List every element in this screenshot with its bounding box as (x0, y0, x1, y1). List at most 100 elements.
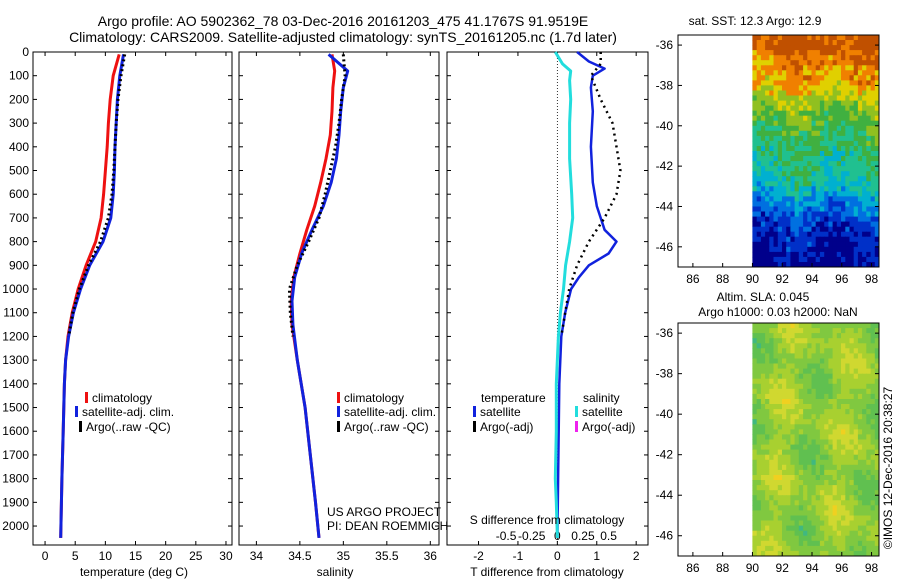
heatmap-cell (870, 515, 876, 522)
legend-s-argo-label: Argo(-adj) (582, 420, 635, 434)
heatmap-cell (807, 100, 812, 107)
heatmap-cell (874, 256, 880, 263)
heatmap-cell (807, 495, 812, 501)
heatmap-cell (832, 110, 838, 117)
heatmap-cell (849, 368, 855, 375)
heatmap-cell (765, 226, 770, 233)
heatmap-cell (853, 490, 859, 496)
heatmap-cell (807, 505, 812, 511)
heatmap-cell (853, 439, 859, 446)
heatmap-cell (790, 449, 796, 456)
heatmap-cell (828, 95, 834, 101)
heatmap-cell (874, 55, 880, 61)
heatmap-cell (815, 135, 821, 142)
heatmap-cell (857, 45, 863, 51)
heatmap-cell (807, 550, 812, 557)
heatmap-cell (765, 333, 770, 339)
heatmap-cell (752, 393, 758, 400)
heatmap-cell (862, 35, 867, 41)
heatmap-cell (794, 65, 800, 71)
heatmap-cell (819, 156, 825, 162)
heatmap-cell (794, 515, 800, 522)
heatmap-cell (853, 140, 859, 147)
heatmap-cell (752, 196, 758, 202)
heatmap-cell (803, 404, 808, 410)
heatmap-cell (857, 246, 863, 253)
heatmap-cell (769, 236, 774, 243)
heatmap-cell (756, 251, 762, 258)
heatmap-cell (773, 475, 779, 481)
heatmap-cell (790, 256, 796, 263)
heatmap-cell (862, 348, 867, 354)
heatmap-cell (819, 444, 825, 451)
heatmap-cell (811, 348, 817, 354)
heatmap-cell (769, 323, 774, 329)
heatmap-cell (870, 550, 876, 557)
heatmap-cell (857, 262, 863, 268)
heatmap-cell (824, 393, 829, 400)
heatmap-cell (756, 459, 762, 466)
heatmap-cell (760, 256, 766, 263)
heatmap-cell (752, 495, 758, 501)
heatmap-cell (803, 125, 808, 132)
heatmap-cell (811, 393, 817, 400)
heatmap-cell (836, 140, 842, 147)
heatmap-cell (786, 475, 791, 481)
heatmap-cell (874, 196, 880, 202)
heatmap-cell (782, 226, 787, 233)
heatmap-cell (807, 110, 812, 117)
heatmap-cell (874, 449, 880, 456)
heatmap-cell (819, 475, 825, 481)
heatmap-cell (773, 156, 779, 162)
legend-salinity-heading: salinity (583, 391, 620, 405)
heatmap-cell (777, 236, 783, 243)
heatmap-cell (777, 520, 783, 527)
heatmap-cell (845, 186, 850, 192)
heatmap-cell (798, 353, 804, 359)
heatmap-cell (811, 256, 817, 263)
heatmap-cell (773, 70, 779, 76)
heatmap-cell (765, 55, 770, 61)
heatmap-cell (777, 125, 783, 132)
heatmap-cell (836, 50, 842, 56)
heatmap-cell (756, 221, 762, 228)
heatmap-cell (790, 500, 796, 506)
heatmap-cell (870, 540, 876, 547)
heatmap-cell (862, 110, 867, 117)
heatmap-cell (777, 490, 783, 496)
heatmap-cell (752, 156, 758, 162)
heatmap-cell (853, 338, 859, 344)
heatmap-cell (760, 328, 766, 334)
heatmap-cell (773, 545, 779, 552)
heatmap-cell (815, 100, 821, 107)
heatmap-cell (769, 241, 774, 248)
heatmap-cell (794, 221, 800, 228)
heatmap-cell (815, 454, 821, 461)
heatmap-cell (756, 110, 762, 117)
heatmap-cell (849, 206, 855, 212)
heatmap-cell (819, 231, 825, 238)
heatmap-cell (790, 343, 796, 349)
heatmap-cell (815, 464, 821, 471)
heatmap-cell (765, 40, 770, 46)
heatmap-cell (853, 85, 859, 91)
heatmap-cell (807, 186, 812, 192)
heatmap-cell (815, 156, 821, 162)
heatmap-cell (807, 540, 812, 547)
heatmap-cell (832, 495, 838, 501)
heatmap-cell (832, 490, 838, 496)
heatmap-cell (811, 140, 817, 147)
heatmap-cell (752, 434, 758, 440)
heatmap-cell (777, 363, 783, 370)
heatmap-cell (782, 236, 787, 243)
heatmap-cell (870, 256, 876, 263)
heatmap-cell (777, 35, 783, 41)
heatmap-cell (828, 201, 834, 207)
heatmap-cell (773, 388, 779, 395)
heatmap-cell (832, 373, 838, 380)
heatmap-cell (819, 419, 825, 425)
heatmap-cell (769, 120, 774, 127)
heatmap-cell (845, 135, 850, 142)
heatmap-cell (828, 393, 834, 400)
heatmap-cell (857, 55, 863, 61)
